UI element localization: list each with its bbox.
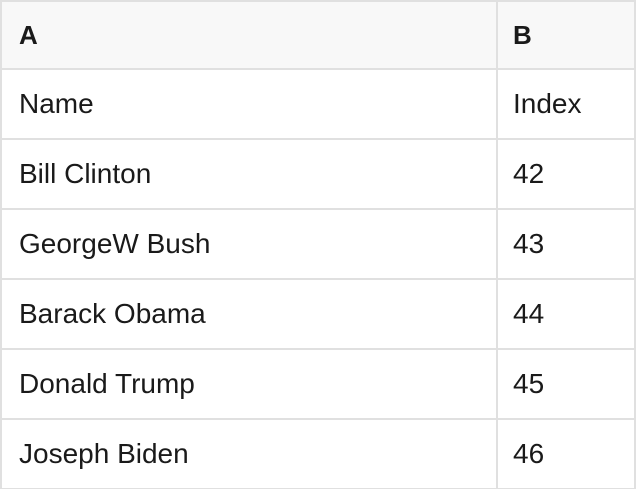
cell-a6-joseph-biden[interactable]: Joseph Biden [2,420,498,488]
table-row: Name Index [2,70,636,140]
cell-text: Donald Trump [19,368,195,399]
column-header-row: A B [2,2,636,70]
cell-a1-name-header[interactable]: Name [2,70,498,138]
cell-text: Index [513,88,582,119]
table-row: Barack Obama 44 [2,280,636,350]
column-header-b-label: B [513,20,532,50]
table-row: GeorgeW Bush 43 [2,210,636,280]
table-row: Joseph Biden 46 [2,420,636,489]
cell-b4-index-44[interactable]: 44 [498,280,636,348]
cell-b6-index-46[interactable]: 46 [498,420,636,488]
cell-b2-index-42[interactable]: 42 [498,140,636,208]
cell-text: Bill Clinton [19,158,152,189]
column-header-b[interactable]: B [498,2,636,68]
cell-b5-index-45[interactable]: 45 [498,350,636,418]
cell-text: 44 [513,298,545,329]
column-header-a[interactable]: A [2,2,498,68]
column-header-a-label: A [19,20,38,50]
cell-a2-bill-clinton[interactable]: Bill Clinton [2,140,498,208]
cell-text: Barack Obama [19,298,206,329]
cell-a3-georgew-bush[interactable]: GeorgeW Bush [2,210,498,278]
table-row: Donald Trump 45 [2,350,636,420]
cell-b3-index-43[interactable]: 43 [498,210,636,278]
cell-text: Name [19,88,94,119]
cell-b1-index-header[interactable]: Index [498,70,636,138]
cell-a4-barack-obama[interactable]: Barack Obama [2,280,498,348]
cell-a5-donald-trump[interactable]: Donald Trump [2,350,498,418]
cell-text: 43 [513,228,545,259]
cell-text: Joseph Biden [19,438,189,469]
table-row: Bill Clinton 42 [2,140,636,210]
cell-text: GeorgeW Bush [19,228,211,259]
cell-text: 46 [513,438,545,469]
cell-text: 42 [513,158,545,189]
cell-text: 45 [513,368,545,399]
